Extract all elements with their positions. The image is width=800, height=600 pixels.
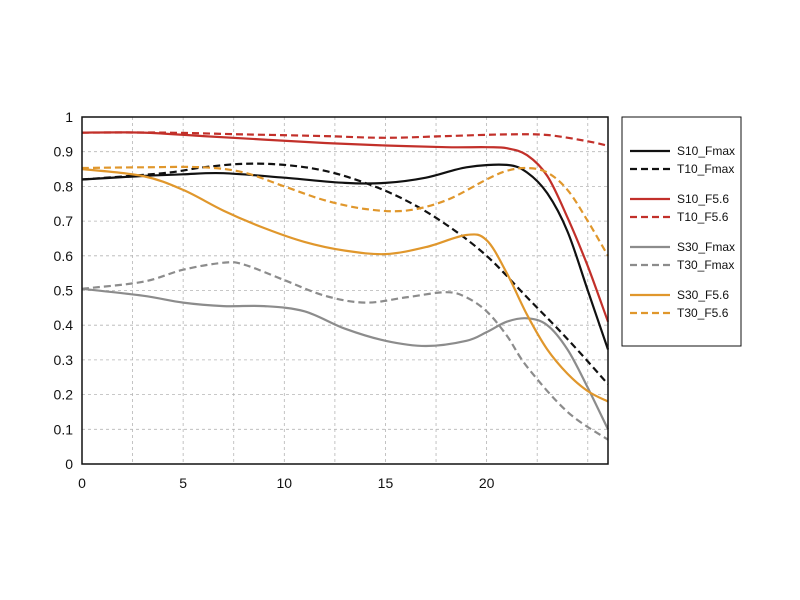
x-tick-label: 10 xyxy=(277,475,293,491)
legend-box xyxy=(621,116,742,347)
series-line-t30-fmax xyxy=(81,261,609,441)
legend: S10_Fmax T10_Fmax S10_F5.6 T10_F5.6 S30_Fmax… xyxy=(621,116,742,347)
y-tick-label: 0.8 xyxy=(54,178,74,194)
series-lines xyxy=(81,131,610,441)
series-line-s30-fmax xyxy=(81,287,609,430)
legend-label: S10_Fmax xyxy=(677,144,735,158)
series-line-s10-fmax xyxy=(81,163,610,350)
x-tick-label: 20 xyxy=(479,475,495,491)
y-tick-label: 0.1 xyxy=(54,421,74,437)
y-tick-label: 0.6 xyxy=(54,248,74,264)
y-tick-label: 1 xyxy=(65,109,73,125)
series-line-t10-fmax xyxy=(81,162,609,385)
series-line-s30-f5-6 xyxy=(81,168,609,403)
y-tick-label: 0.5 xyxy=(54,283,74,299)
y-tick-label: 0.2 xyxy=(54,387,74,403)
x-tick-label: 5 xyxy=(179,475,187,491)
series-line-t10-f5-6 xyxy=(81,131,609,147)
series-line-s10-f5-6 xyxy=(81,131,610,323)
plot-frame xyxy=(81,116,609,465)
grid xyxy=(82,117,608,464)
y-tick-label: 0 xyxy=(65,456,73,472)
x-axis-ticks: 0 5 10 15 20 xyxy=(78,475,495,491)
legend-label: S30_F5.6 xyxy=(677,288,729,302)
legend-label: S30_Fmax xyxy=(677,240,735,254)
y-tick-label: 0.9 xyxy=(54,144,74,160)
x-tick-label: 0 xyxy=(78,475,86,491)
legend-label: T10_F5.6 xyxy=(677,210,729,224)
y-axis-ticks: 0 0.1 0.2 0.3 0.4 0.5 0.6 0.7 0.8 0.9 1 xyxy=(54,109,74,472)
legend-label: T30_Fmax xyxy=(677,258,734,272)
legend-label: T30_F5.6 xyxy=(677,306,729,320)
x-tick-label: 15 xyxy=(378,475,394,491)
y-tick-label: 0.3 xyxy=(54,352,74,368)
legend-label: T10_Fmax xyxy=(677,162,734,176)
y-tick-label: 0.4 xyxy=(54,317,74,333)
y-tick-label: 0.7 xyxy=(54,213,74,229)
legend-label: S10_F5.6 xyxy=(677,192,729,206)
